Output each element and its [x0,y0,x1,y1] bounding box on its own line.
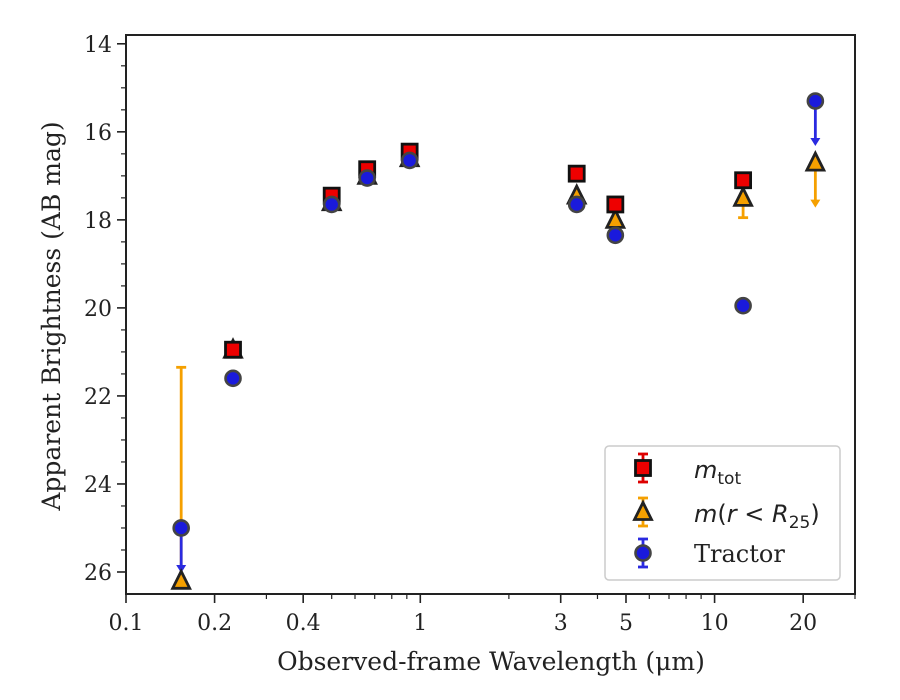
circle-marker [567,195,586,214]
plot-frame [125,34,856,595]
legend-symbols [632,452,654,569]
circle-marker [806,92,825,110]
circle-marker [358,169,376,187]
x-tick-label: 20 [789,611,817,636]
y-tick-label: 14 [84,33,112,58]
data-marks [170,92,827,590]
circle-marker [734,296,752,315]
y-tick-label: 22 [84,385,112,410]
x-tick-label: 0.2 [197,611,232,636]
square-marker [567,164,586,183]
y-axis: 14 16 18 20 22 24 26 [84,33,126,586]
y-tick-label: 24 [84,473,112,498]
y-tick-label: 26 [84,561,112,586]
square-marker [224,340,242,359]
legend-label-mr25: m(r < R25) [694,500,820,533]
legend-label-tractor: Tractor [694,540,785,568]
legend-circle-marker [634,544,652,562]
circle-marker [606,226,625,245]
circle-marker [172,519,190,537]
y-tick-label: 20 [84,297,112,322]
circle-marker [400,151,419,170]
x-tick-label: 10 [701,611,729,636]
circle-marker [322,195,341,214]
limit-arrow-head [810,138,821,147]
x-tick-label: 5 [619,611,633,636]
legend-label-mtot: mtot [694,456,741,489]
square-marker [606,195,625,214]
y-tick-label: 16 [84,121,112,146]
legend-box [604,445,841,581]
x-tick-label: 3 [554,611,568,636]
legend: mtot m(r < R25) Tractor [604,445,841,581]
x-tick-label: 1 [413,611,427,636]
circle-marker [224,369,242,388]
y-axis-title: Apparent Brightness (AB mag) [37,121,66,511]
square-marker [734,171,753,190]
legend-square-marker [634,459,652,477]
x-axis-title: Observed-frame Wavelength (μm) [277,647,705,676]
y-tick-label: 18 [84,209,112,234]
triangle-marker [170,568,192,590]
legend-triangle-marker [632,499,654,521]
x-tick-label: 0.4 [286,611,321,636]
triangle-marker [732,185,754,207]
limit-arrow-head [810,199,821,208]
triangle-marker [804,150,827,172]
x-axis: 0.1 0.2 0.4 1 3 5 10 20 [109,594,856,636]
x-tick-label: 0.1 [109,611,144,636]
